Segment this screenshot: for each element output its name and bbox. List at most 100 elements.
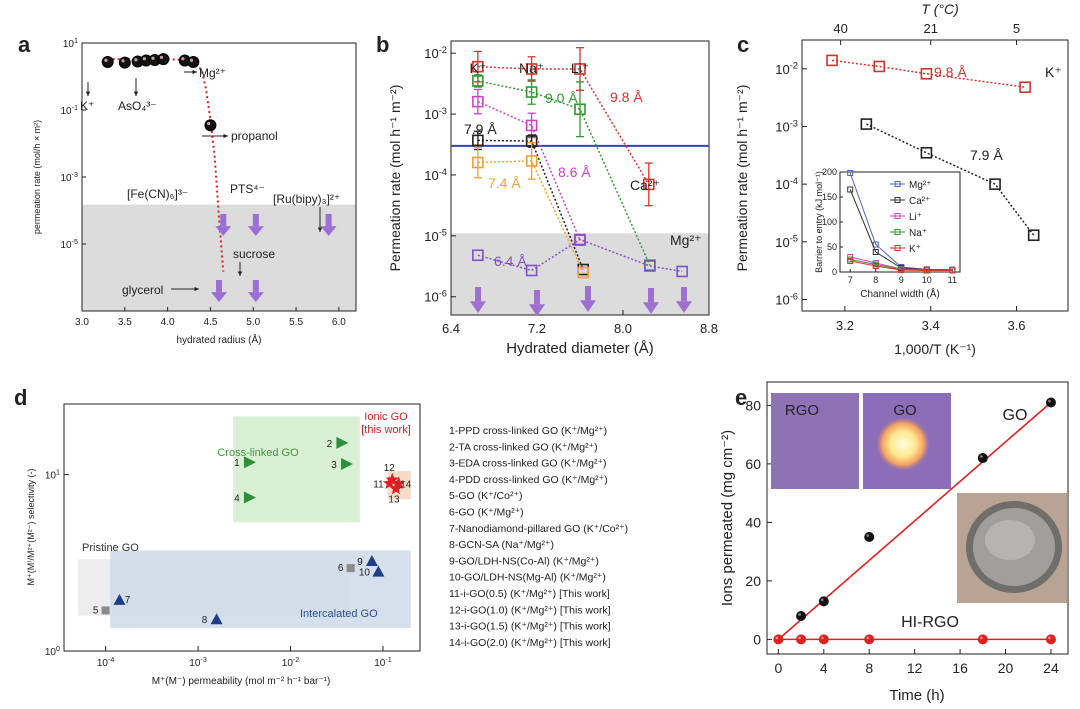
d-point-id: 13 (388, 495, 400, 506)
c-data-point (989, 178, 1001, 190)
e-data-point (864, 532, 875, 543)
a-xtick-label: 4.5 (203, 317, 217, 328)
d-xtick-label: 10-4 (97, 655, 115, 669)
e-data-point (796, 634, 807, 645)
a-point-highlight (142, 57, 147, 61)
c-inset-legend-label: Na⁺ (909, 228, 927, 239)
c-data-point (873, 60, 886, 73)
b-data-point (676, 265, 688, 278)
e-point-highlight (1048, 399, 1051, 403)
b-ion-label: Li⁺ (571, 60, 589, 76)
c-label-98: 9.8 Å (934, 64, 967, 80)
c-xtick-label: 3.4 (922, 318, 940, 333)
d-xtick-label: 10-3 (189, 655, 207, 669)
d-point-ionic (392, 476, 406, 490)
c-inset-legend-label: Ca²⁺ (909, 196, 930, 207)
b-label-64: 6.4 Å (494, 253, 527, 269)
e-point-highlight (866, 534, 870, 537)
a-point-highlight (207, 121, 211, 126)
panel-c-axes (801, 39, 1069, 312)
e-ylabel: Ions permeated (mg cm⁻²) (719, 430, 736, 606)
c-inset-point (872, 249, 879, 255)
e-point-highlight (866, 636, 870, 640)
panel-b-label: b (376, 32, 389, 57)
c-xlabel: 1,000/T (K⁻¹) (894, 341, 976, 357)
e-data-point (818, 596, 829, 607)
d-ytick-label: 101 (45, 468, 60, 482)
a-k-arrow-head (85, 91, 91, 96)
b-label-86: 8.6 Å (558, 164, 591, 180)
d-point-crosslinked (336, 436, 349, 449)
b-label-ca: Ca²⁺ (630, 177, 660, 193)
a-data-point (101, 56, 114, 69)
e-point-highlight (820, 636, 824, 640)
e-data-point (818, 634, 829, 645)
panel-d-axes (63, 403, 421, 652)
c-inset-legend-marker (894, 197, 901, 203)
b-xtick-label: 6.4 (442, 321, 460, 336)
panel-e-label: e (735, 385, 747, 410)
c-inset-legend-marker (894, 181, 901, 187)
e-xtick-label: 24 (1043, 660, 1059, 676)
a-mg-arrow-head (192, 69, 197, 75)
d-region (233, 416, 360, 523)
e-ytick-label: 0 (753, 631, 761, 647)
a-data-point (204, 119, 217, 132)
d-ytick-label: 100 (45, 644, 60, 658)
a-ytick-label: 101 (63, 36, 78, 50)
b-data-point (472, 60, 484, 73)
d-legend-entry: 14-i-GO(2.0) (K⁺/Mg²⁺) [This work] (449, 637, 611, 649)
a-aso4-arrow-head (133, 91, 139, 96)
c-data-point (826, 54, 838, 67)
d-point-crosslinked (243, 456, 256, 469)
c-label-79: 7.9 Å (970, 147, 1003, 163)
b-detection-arrow-head (580, 300, 596, 312)
d-point-id: 9 (357, 557, 363, 568)
b-detection-arrow-shaft (648, 288, 654, 303)
e-inset-glow (875, 416, 931, 472)
c-xtick-label: 3.2 (836, 318, 854, 333)
b-label-98: 9.8 Å (610, 89, 643, 105)
b-data-point (525, 155, 538, 167)
e-data-point (1045, 634, 1056, 645)
c-inset-point (847, 258, 854, 264)
c-inset-line (850, 260, 953, 271)
a-label-sucrose: sucrose (233, 247, 275, 261)
e-data-point (977, 634, 988, 645)
e-data-point (796, 610, 807, 621)
d-point-pristine (101, 606, 110, 615)
c-inset-legend-label: K⁺ (909, 244, 921, 255)
a-glycerol-arrow-head (194, 286, 199, 292)
d-point-id: 11 (373, 479, 384, 490)
e-xlabel: Time (h) (889, 687, 944, 704)
d-legend-entry: 3-EDA cross-linked GO (K⁺/Mg²⁺) (449, 458, 607, 470)
d-ylabel: M⁺(M⁾/M²⁺(M²⁻) selectivity (-) (26, 469, 36, 586)
b-data-point (472, 75, 484, 87)
a-below-detection-arrow-head (247, 292, 264, 302)
d-legend-entry: 6-GO (K⁺/Mg²⁺) (449, 507, 524, 519)
a-label-propanol: propanol (231, 129, 278, 143)
d-point-id: 4 (234, 494, 240, 505)
d-region (110, 550, 411, 629)
e-dish-reflection (985, 520, 1035, 560)
panel-d-label: d (14, 385, 27, 410)
d-legend-entry: 8-GCN-SA (Na⁺/Mg²⁺) (449, 539, 554, 551)
c-data-point (1027, 229, 1040, 242)
a-below-detection-arrow-head (320, 226, 337, 236)
e-label-go: GO (1003, 407, 1028, 424)
e-xtick-label: 8 (865, 660, 873, 676)
e-ytick-label: 40 (745, 514, 761, 530)
c-inset-xtick-label: 10 (922, 275, 932, 285)
d-point-pristine (346, 564, 355, 573)
a-label-aso4: AsO₄³⁻ (118, 99, 157, 113)
b-series-line (477, 65, 650, 185)
a-below-detection-arrow-shaft (325, 214, 332, 227)
d-point-id: 5 (93, 605, 99, 616)
c-inset-point (872, 263, 879, 269)
b-ytick-label: 10-3 (424, 106, 447, 122)
b-ytick-label: 10-6 (424, 289, 447, 305)
a-sucrose-arrow-head (237, 271, 243, 276)
e-xtick-label: 16 (952, 660, 968, 676)
a-xtick-label: 4.0 (161, 317, 175, 328)
